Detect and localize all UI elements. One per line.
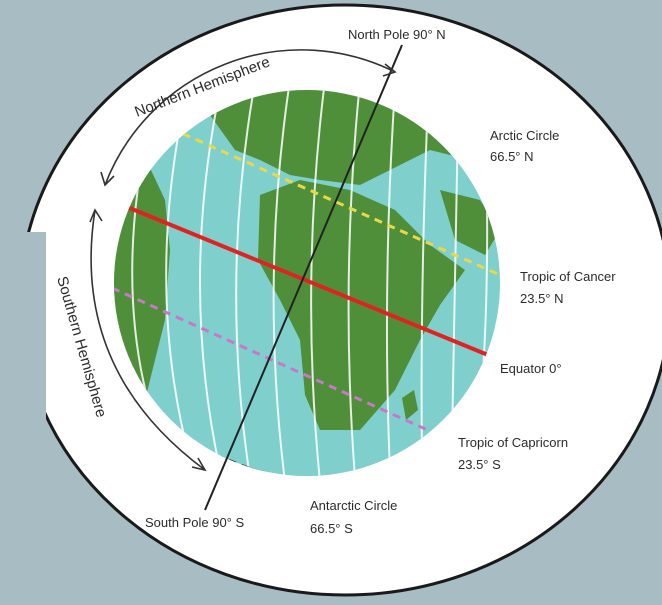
tropic-of-cancer-lat: 23.5° N: [520, 291, 564, 306]
northern-arrowhead-end: [382, 63, 397, 77]
northern-arrowhead-start: [100, 171, 115, 187]
northern-hemisphere-arrow: [104, 49, 396, 186]
north-pole-label: North Pole 90° N: [348, 27, 446, 42]
tropic-of-capricorn-lat: 23.5° S: [458, 457, 501, 472]
equator-label: Equator 0°: [500, 361, 562, 376]
southern-hemisphere-arrow: [90, 209, 206, 471]
arctic-circle-lat: 66.5° N: [490, 149, 534, 164]
southern-arrowhead-start: [89, 208, 103, 223]
arctic-circle-name: Arctic Circle: [490, 128, 559, 143]
tropic-of-cancer-name: Tropic of Cancer: [520, 269, 616, 284]
tropic-of-cancer-line: [169, 126, 500, 277]
southern-arrowhead-end: [191, 457, 207, 472]
madagascar-landmass: [402, 390, 418, 420]
antarctic-circle-name: Antarctic Circle: [310, 498, 397, 513]
antarctic-circle-lat: 66.5° S: [310, 521, 353, 536]
left-crop-strip: [0, 232, 46, 600]
equator-line: [114, 200, 489, 357]
tropic-of-capricorn-name: Tropic of Capricorn: [458, 435, 568, 450]
earth-axis: [204, 44, 403, 511]
south-pole-label: South Pole 90° S: [145, 515, 244, 530]
tropic-of-capricorn-line: [114, 286, 433, 434]
